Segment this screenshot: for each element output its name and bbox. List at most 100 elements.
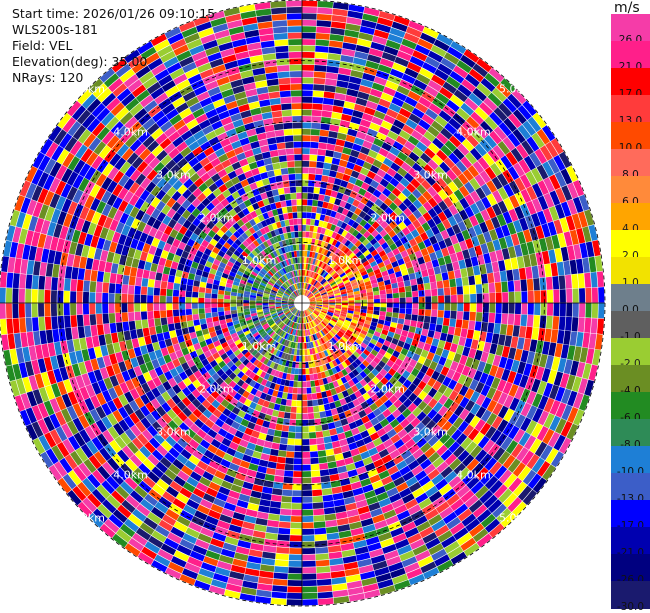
velocity-gate [108,293,115,303]
velocity-gate [325,334,331,341]
velocity-gate [539,145,553,161]
velocity-gate [355,499,368,509]
velocity-gate [594,255,603,272]
velocity-gate [302,96,313,103]
velocity-gate [289,354,294,361]
velocity-gate [321,321,327,327]
velocity-gate [469,523,485,537]
velocity-gate [299,317,302,324]
velocity-gate [308,296,315,300]
velocity-gate [397,340,405,348]
velocity-gate [324,283,330,289]
velocity-gate [572,303,579,318]
velocity-gate [348,252,356,259]
velocity-gate [304,317,307,323]
velocity-gate [330,319,337,325]
velocity-gate [317,316,323,321]
velocity-gate [354,308,361,313]
velocity-gate [311,476,321,484]
velocity-gate [383,86,396,97]
velocity-gate [414,173,425,184]
velocity-gate [104,333,113,345]
velocity-gate [296,310,300,316]
velocity-gate [318,404,325,412]
velocity-gate [323,215,330,223]
velocity-gate [443,196,454,208]
velocity-gate [436,33,453,46]
velocity-gate [459,240,468,251]
velocity-gate [299,323,301,330]
velocity-gate [598,303,605,319]
velocity-gate [335,296,342,300]
velocity-gate [525,326,533,339]
velocity-gate [389,255,397,264]
velocity-gate [302,244,305,251]
velocity-gate [383,364,391,373]
velocity-gate [372,286,379,292]
velocity-gate [306,218,311,225]
velocity-gate [537,327,546,341]
velocity-gate [331,112,342,120]
velocity-gate [194,580,211,591]
velocity-gate [192,285,200,293]
velocity-gate [312,495,323,503]
velocity-gate [311,483,322,490]
velocity-gate [344,331,352,338]
velocity-gate [302,394,308,401]
velocity-gate [290,367,296,375]
velocity-gate [350,354,358,361]
velocity-gate [287,573,302,580]
velocity-gate [236,445,247,454]
velocity-gate [315,295,322,299]
velocity-gate [309,303,316,305]
velocity-gate [287,367,292,374]
velocity-gate [346,271,353,277]
velocity-gate [370,554,386,565]
velocity-gate [493,107,508,122]
velocity-gate [65,266,73,279]
velocity-gate [449,278,457,288]
velocity-gate [312,103,323,111]
velocity-gate [357,395,366,404]
velocity-gate [266,408,274,416]
velocity-gate [408,238,418,247]
velocity-gate [213,497,226,508]
velocity-gate [363,7,380,17]
velocity-gate [531,423,543,438]
velocity-gate [98,334,106,346]
velocity-gate [436,177,448,189]
velocity-gate [392,573,409,585]
velocity-gate [437,405,449,417]
velocity-gate [430,316,437,325]
velocity-gate [466,329,474,339]
velocity-gate [450,165,463,177]
velocity-gate [149,326,157,336]
velocity-gate [392,532,407,544]
velocity-gate [293,464,302,471]
velocity-gate [468,348,477,359]
velocity-gate [402,471,415,482]
velocity-gate [414,124,427,136]
velocity-gate [404,423,415,434]
velocity-gate [221,508,235,518]
velocity-gate [588,333,597,349]
velocity-gate [372,314,379,320]
velocity-gate [353,164,363,173]
velocity-gate [272,585,288,593]
velocity-gate [377,17,394,27]
velocity-gate [349,276,356,282]
velocity-gate [305,310,309,316]
velocity-gate [370,41,386,52]
velocity-gate [239,593,256,602]
velocity-gate [376,526,390,536]
velocity-gate [323,343,329,350]
velocity-gate [302,160,310,167]
velocity-gate [316,298,322,301]
velocity-gate [429,252,438,261]
velocity-gate [534,290,541,303]
velocity-gate [372,35,388,46]
velocity-gate [381,329,389,336]
velocity-gate [501,346,510,358]
velocity-gate [351,376,360,385]
velocity-gate [291,496,302,503]
